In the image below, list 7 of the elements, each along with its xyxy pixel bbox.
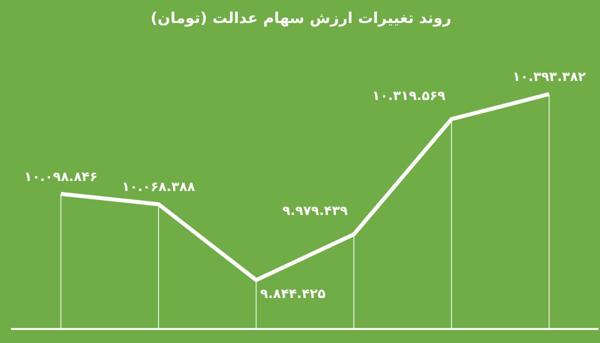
data-label: ۱۰.۰۶۸.۳۸۸: [122, 180, 196, 196]
chart-title: روند تغییرات ارزش سهام عدالت (تومان): [150, 8, 452, 27]
data-label: ۱۰.۳۱۹.۵۶۹: [372, 88, 446, 104]
data-label: ۱۰.۳۹۳.۳۸۲: [512, 70, 586, 85]
data-label: ۹.۹۷۹.۴۳۹: [282, 204, 348, 220]
data-label: ۹.۸۴۴.۴۲۵: [260, 286, 326, 302]
data-label: ۱۰.۰۹۸.۸۴۶: [24, 170, 98, 185]
